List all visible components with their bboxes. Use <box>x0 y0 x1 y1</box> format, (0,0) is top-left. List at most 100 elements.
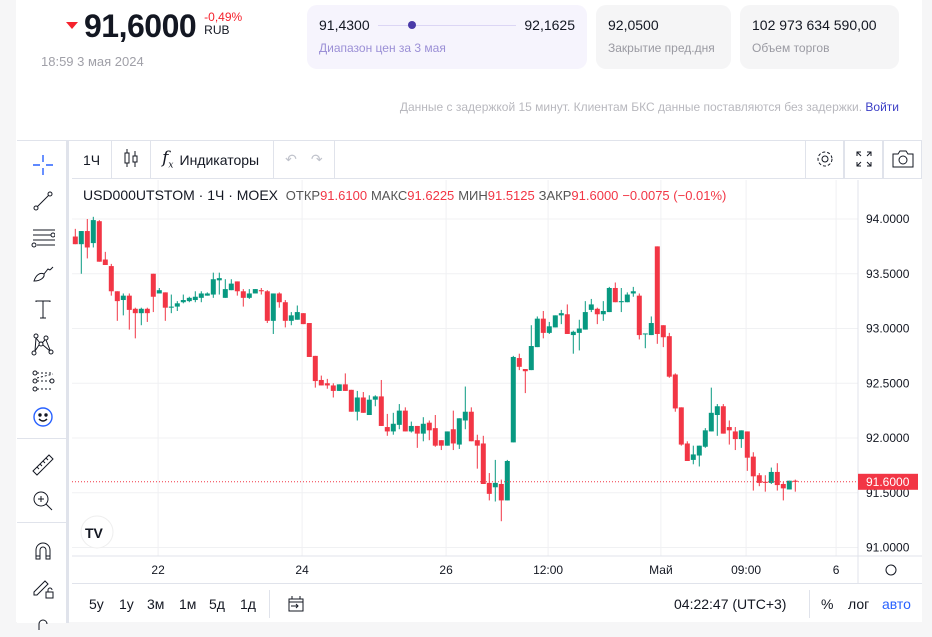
candle-body <box>744 431 750 458</box>
candle <box>390 412 396 435</box>
candlestick-chart[interactable]: 94.000093.500093.000092.500092.000091.50… <box>72 180 922 583</box>
magnet-icon[interactable] <box>29 537 57 565</box>
lock-drawings-icon[interactable] <box>29 573 57 601</box>
candle <box>570 330 576 354</box>
range-1y[interactable]: 1у <box>119 596 134 612</box>
x-tick-label: 12:00 <box>533 563 563 577</box>
quote-header: 91,6000 -0,49% RUB <box>66 8 242 45</box>
candle <box>498 479 504 522</box>
log-toggle[interactable]: лог <box>848 596 870 612</box>
candle-body <box>204 293 210 296</box>
candle <box>90 216 96 248</box>
text-icon[interactable] <box>29 295 57 323</box>
trend-line-icon[interactable] <box>29 187 57 215</box>
login-link[interactable]: Войти <box>865 100 899 114</box>
range-3m[interactable]: 3м <box>147 596 165 612</box>
toolbar-divider <box>17 522 69 523</box>
candle-body <box>174 303 180 307</box>
candle <box>648 316 654 336</box>
candle <box>618 287 624 313</box>
forecast-icon[interactable] <box>29 367 57 395</box>
drawing-toolbar <box>17 141 69 630</box>
brush-icon[interactable] <box>29 259 57 287</box>
emoji-icon[interactable] <box>29 403 57 431</box>
candle <box>432 415 438 447</box>
candle <box>552 315 558 328</box>
candle <box>258 287 264 295</box>
candle-body <box>378 396 384 426</box>
candle <box>558 309 564 325</box>
clock[interactable]: 04:22:47 (UTC+3) <box>674 596 787 612</box>
candle-body <box>786 480 792 490</box>
candle <box>750 452 756 491</box>
crosshair-icon[interactable] <box>29 151 57 179</box>
legend-high-label: МАКС <box>370 188 408 203</box>
screenshot-button[interactable] <box>883 141 922 179</box>
auto-toggle[interactable]: авто <box>882 596 911 612</box>
ruler-icon[interactable] <box>29 451 57 479</box>
legend-open: 91.6100 <box>320 188 368 203</box>
candle-body <box>462 411 468 421</box>
candle-body <box>468 411 474 442</box>
candle-body <box>402 410 408 432</box>
zoom-in-icon[interactable] <box>29 487 57 515</box>
candle <box>600 301 606 321</box>
candle-body <box>138 308 144 314</box>
candle <box>714 404 720 436</box>
candle-body <box>210 279 216 295</box>
y-tick-label: 93.5000 <box>866 267 910 281</box>
undo-icon[interactable]: ↶ <box>285 151 297 167</box>
percent-toggle[interactable]: % <box>821 596 834 612</box>
candle-body <box>630 291 636 294</box>
candle-body <box>666 336 672 377</box>
history-buttons: ↶ ↷ <box>274 140 335 179</box>
candle-body <box>408 425 414 432</box>
candle-body <box>180 300 186 303</box>
tradingview-logo[interactable]: TV <box>80 515 114 549</box>
candle-body <box>264 291 270 321</box>
pattern-icon[interactable] <box>29 331 57 359</box>
candle <box>264 290 270 324</box>
range-track <box>377 20 517 29</box>
candle <box>528 325 534 371</box>
chart-type-button[interactable] <box>112 140 152 179</box>
candle <box>228 279 234 291</box>
candle <box>582 301 588 330</box>
candle <box>774 463 780 491</box>
legend-low: 91.5125 <box>487 188 535 203</box>
indicators-button[interactable]: fx Индикаторы <box>151 140 275 179</box>
interval-button[interactable]: 1Ч <box>72 140 113 179</box>
candle <box>180 294 186 304</box>
candle <box>510 355 516 443</box>
redo-icon[interactable]: ↷ <box>310 151 323 167</box>
candle <box>606 286 612 313</box>
candle <box>624 292 630 303</box>
range-1d[interactable]: 1д <box>240 596 256 612</box>
candle-body <box>654 246 660 334</box>
candle <box>696 445 702 467</box>
candle-body <box>492 482 498 488</box>
candle-body <box>474 440 480 446</box>
fib-lines-icon[interactable] <box>29 223 57 251</box>
candle <box>642 333 648 349</box>
delay-text: Данные с задержкой 15 минут. Клиентам БК… <box>399 100 863 114</box>
range-5y[interactable]: 5у <box>89 596 104 612</box>
candle <box>216 272 222 295</box>
price-change: -0,49% <box>204 10 243 24</box>
candle-body <box>84 231 90 248</box>
range-5d[interactable]: 5д <box>209 596 225 612</box>
fullscreen-button[interactable] <box>844 141 883 179</box>
go-to-date-icon[interactable] <box>287 594 305 615</box>
candle <box>360 392 366 413</box>
settings-button[interactable] <box>805 141 844 179</box>
candle-body <box>198 293 204 298</box>
prev-close-label: Закрытие пред.дня <box>608 41 715 55</box>
candle-body <box>732 431 738 440</box>
candle-body <box>162 292 168 308</box>
range-1m[interactable]: 1м <box>179 596 197 612</box>
legend-close-label: ЗАКР <box>538 188 572 203</box>
candle <box>276 292 282 308</box>
candle-body <box>306 323 312 357</box>
candle <box>222 279 228 298</box>
hide-drawings-icon[interactable] <box>29 609 57 637</box>
